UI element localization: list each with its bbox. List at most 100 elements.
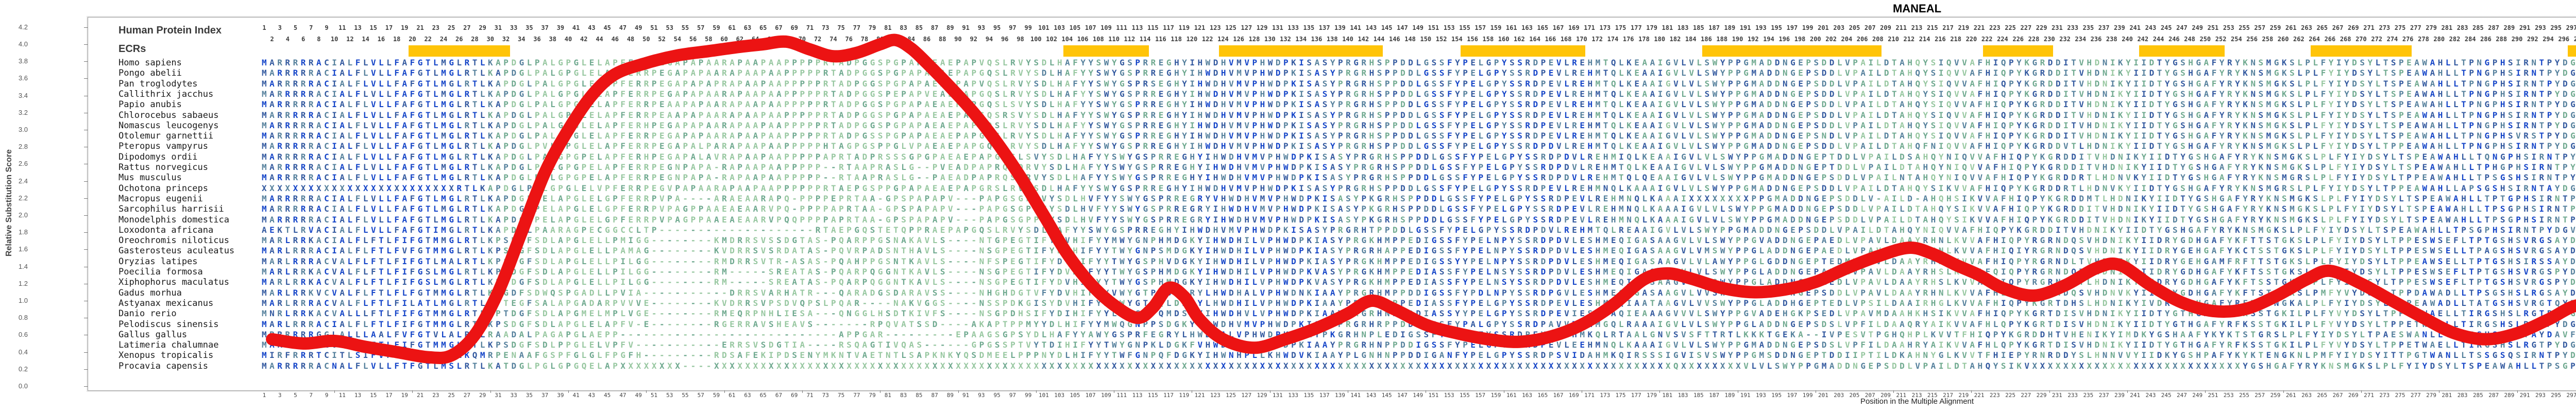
bottom-position-number: 261 xyxy=(2286,392,2296,399)
top-position-number: 273 xyxy=(2379,24,2390,31)
bottom-position-number: 35 xyxy=(526,392,533,399)
top-position-number: 162 xyxy=(1514,36,1525,43)
top-position-number: 190 xyxy=(1732,36,1743,43)
x-tick-mark xyxy=(334,390,335,393)
top-position-number: 78 xyxy=(861,36,868,43)
alignment-row: MARLRRRACVALFLFTLFILATLMGLRTLKPTEGFSALAP… xyxy=(262,298,2576,308)
y-tick-mark xyxy=(84,61,88,62)
top-position-number: 109 xyxy=(1100,24,1112,31)
top-position-number: 73 xyxy=(822,24,829,31)
bottom-position-number: 137 xyxy=(1319,392,1330,399)
top-position-number: 36 xyxy=(533,36,540,43)
top-position-number: 90 xyxy=(954,36,961,43)
top-position-number: 112 xyxy=(1124,36,1136,43)
top-position-number: 268 xyxy=(2340,36,2351,43)
bottom-position-number: 291 xyxy=(2520,392,2530,399)
top-position-number: 220 xyxy=(1966,36,1977,43)
top-position-number: 230 xyxy=(2044,36,2055,43)
top-position-number: 264 xyxy=(2309,36,2320,43)
top-position-number: 135 xyxy=(1303,24,1315,31)
top-position-number: 142 xyxy=(1358,36,1369,43)
bottom-position-number: 207 xyxy=(1865,392,1875,399)
bottom-position-number: 135 xyxy=(1303,392,1314,399)
top-position-number: 222 xyxy=(1981,36,1993,43)
alignment-row: MARLRRRACIALFLFTLFIFGTMMGLRTLKPSDGFSDLAP… xyxy=(262,319,2576,330)
y-tick-label: 4.2 xyxy=(2,23,28,31)
top-position-number: 289 xyxy=(2504,24,2515,31)
bottom-position-number: 133 xyxy=(1288,392,1298,399)
top-position-number: 29 xyxy=(479,24,486,31)
species-label: Xenopus tropicalis xyxy=(118,350,213,360)
top-position-number: 126 xyxy=(1233,36,1244,43)
x-tick-mark xyxy=(802,390,803,393)
top-position-number: 199 xyxy=(1802,24,1814,31)
top-position-number: 44 xyxy=(596,36,603,43)
bottom-position-number: 151 xyxy=(1429,392,1439,399)
bottom-position-number: 49 xyxy=(635,392,642,399)
top-position-number: 140 xyxy=(1342,36,1353,43)
top-position-number: 13 xyxy=(354,24,361,31)
bottom-position-number: 57 xyxy=(698,392,704,399)
top-position-number: 96 xyxy=(1001,36,1008,43)
top-position-number: 98 xyxy=(1016,36,1024,43)
bottom-position-number: 199 xyxy=(1803,392,1813,399)
top-position-number: 212 xyxy=(1904,36,1915,43)
top-position-number: 65 xyxy=(759,24,767,31)
top-position-number: 196 xyxy=(1778,36,1790,43)
bottom-position-number: 189 xyxy=(1724,392,1735,399)
bottom-position-number: 103 xyxy=(1054,392,1064,399)
bottom-position-number: 191 xyxy=(1740,392,1751,399)
bottom-position-number: 165 xyxy=(1537,392,1548,399)
top-position-number: 266 xyxy=(2325,36,2336,43)
bottom-position-number: 117 xyxy=(1163,392,1174,399)
top-position-number: 82 xyxy=(892,36,899,43)
top-position-number: 152 xyxy=(1436,36,1447,43)
top-position-number: 236 xyxy=(2091,36,2102,43)
top-position-number: 88 xyxy=(939,36,946,43)
top-position-number: 169 xyxy=(1568,24,1580,31)
top-position-number: 233 xyxy=(2067,24,2078,31)
y-tick-mark xyxy=(84,232,88,233)
top-position-number: 75 xyxy=(837,24,844,31)
top-position-number: 221 xyxy=(1974,24,1985,31)
top-position-number: 40 xyxy=(565,36,572,43)
bottom-position-number: 21 xyxy=(417,392,423,399)
bottom-position-number: 231 xyxy=(2052,392,2062,399)
top-position-number: 249 xyxy=(2192,24,2203,31)
top-position-number: 134 xyxy=(1295,36,1307,43)
top-position-number: 31 xyxy=(495,24,502,31)
top-position-number: 294 xyxy=(2543,36,2554,43)
top-position-number: 5 xyxy=(294,24,297,31)
top-position-number: 248 xyxy=(2184,36,2195,43)
top-position-number: 17 xyxy=(385,24,393,31)
top-position-number: 276 xyxy=(2402,36,2414,43)
top-position-number: 52 xyxy=(658,36,665,43)
x-tick-mark xyxy=(958,390,959,393)
top-position-number: 232 xyxy=(2059,36,2071,43)
top-position-number: 174 xyxy=(1607,36,1619,43)
bottom-position-number: 229 xyxy=(2037,392,2047,399)
bottom-position-number: 37 xyxy=(541,392,548,399)
top-position-number: 185 xyxy=(1693,24,1704,31)
bottom-position-number: 59 xyxy=(713,392,720,399)
species-label: Procavia capensis xyxy=(118,361,208,371)
bottom-position-number: 149 xyxy=(1413,392,1423,399)
bottom-position-number: 75 xyxy=(838,392,844,399)
top-position-number: 167 xyxy=(1553,24,1564,31)
bottom-position-number: 125 xyxy=(1226,392,1236,399)
ecr-region-bar xyxy=(1219,45,1383,57)
top-position-number: 60 xyxy=(720,36,727,43)
top-position-number: 84 xyxy=(908,36,915,43)
bottom-position-number: 111 xyxy=(1116,392,1127,399)
top-position-number: 18 xyxy=(393,36,400,43)
bottom-position-number: 105 xyxy=(1070,392,1080,399)
top-position-number: 197 xyxy=(1787,24,1798,31)
alignment-row: XXXXXXXXXXXXXXXXXXXXXXXXXRTLKAPDGLPVLGPG… xyxy=(262,183,2576,194)
bottom-position-number: 87 xyxy=(931,392,938,399)
bottom-position-number: 11 xyxy=(339,392,346,399)
bottom-position-number: 43 xyxy=(588,392,595,399)
bottom-position-number: 131 xyxy=(1273,392,1283,399)
ecr-region-bar xyxy=(408,45,510,57)
y-tick-label: 2.0 xyxy=(2,211,28,219)
bottom-position-number: 13 xyxy=(354,392,361,399)
